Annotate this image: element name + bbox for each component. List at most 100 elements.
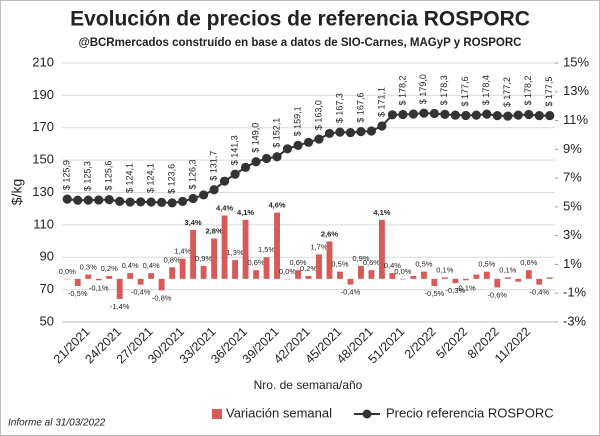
price-value-label: $ 167,3 [334,93,344,123]
price-point [524,109,534,120]
y-tick-label: 190 [32,87,54,102]
price-point [482,109,492,119]
bar [504,277,511,279]
bar-value-label: 0,8% [164,255,181,264]
bar [410,275,417,279]
price-point [429,108,439,119]
y-tick-label: 70 [40,281,54,296]
chart-title: Evolución de precios de referencia ROSPO… [70,8,530,31]
price-value-label: $ 178,2 [397,75,407,105]
bar [263,257,270,279]
legend-swatch [362,409,372,419]
y2-tick-label: 5% [563,198,582,213]
price-value-label: $ 177,6 [460,76,470,106]
bar-value-label: 0,5% [478,260,495,269]
bar [64,278,71,280]
price-point [209,185,219,195]
bar-value-label: 0,5% [331,260,348,269]
price-point [398,109,408,120]
bar [253,270,259,279]
y2-tick-label: -3% [563,313,587,328]
bar [326,241,333,279]
price-point [356,127,366,137]
price-point [282,144,293,154]
bar [462,278,469,281]
y-tick-label: 210 [32,54,54,69]
y2-tick-label: 15% [563,54,589,69]
price-point [387,110,398,120]
bar [221,215,228,279]
bar [284,278,291,280]
bar-value-label: -0,5% [68,289,88,298]
bar-value-label: 0,4% [384,261,401,270]
bar-value-label: 0,6% [247,258,264,267]
bar-value-label: 4,4% [216,204,233,213]
footnote: Informe al 31/03/2022 [8,418,106,429]
price-point [261,153,272,164]
price-value-label: $ 124,1 [125,163,135,193]
price-value-label: $ 126,3 [187,159,197,189]
bar-value-label: 0,4% [143,261,160,270]
y2-tick-label: 11% [563,112,588,127]
bar-value-label: 0,1% [436,265,453,274]
price-point [366,126,377,136]
price-point [408,109,418,119]
price-point [94,195,104,205]
price-point [335,127,345,137]
bar-value-label: 1,4% [174,247,191,256]
bar [483,271,490,279]
bar [368,270,375,279]
price-value-label: $ 131,7 [208,151,218,181]
bar [337,271,343,279]
price-value-label: $ 152,1 [271,118,281,148]
bar-value-label: -0,4% [131,288,151,297]
price-point [230,169,240,179]
price-point [314,134,324,144]
price-point [146,197,156,207]
price-point [471,110,481,120]
price-point [251,157,261,167]
y-tick-label: 50 [40,313,54,328]
bar [137,278,144,285]
price-point [450,110,460,120]
y2-tick-label: 13% [563,83,589,98]
price-point [83,195,93,205]
bar-value-label: 0,2% [300,264,317,273]
price-point [73,195,83,205]
y-tick-label: 170 [32,119,54,134]
price-value-label: $ 125,6 [104,161,114,191]
bar [179,258,186,279]
bar-value-label: 0,0% [394,267,411,276]
y-tick-label: 150 [32,152,54,167]
bar-value-label: -0,8% [152,293,172,302]
bar [169,267,176,279]
bar-value-label: 0,0% [279,267,296,276]
bar-value-label: -0,3% [446,286,466,295]
y2-tick-label: 7% [563,170,582,185]
price-value-label: $ 178,4 [481,75,491,105]
price-value-label: $ 167,6 [355,93,365,123]
price-point [377,121,387,131]
bar-value-label: 1,5% [258,245,275,254]
bar [378,219,385,279]
legend-label: Variación semanal [226,405,332,420]
y-tick-label: 110 [33,216,54,231]
bar-value-label: -0,4% [341,288,361,297]
bar-value-label: 2,8% [206,227,223,236]
bar-value-label: 0,6% [363,258,380,267]
x-axis-label: Nro. de semana/año [254,378,363,392]
legend-label: Precio referencia ROSPORC [386,405,554,420]
bar-value-label: 2,6% [321,229,338,238]
price-point [188,193,198,204]
bar-value-label: 0,5% [415,260,432,269]
price-value-label: $ 149,0 [250,123,260,153]
bar-value-label: 0,3% [80,263,97,272]
price-value-label: $ 178,2 [523,75,533,105]
y2-tick-label: -1% [563,285,587,300]
bar [494,278,501,288]
legend-swatch [212,409,222,419]
price-point [272,152,282,162]
price-point [545,111,555,121]
